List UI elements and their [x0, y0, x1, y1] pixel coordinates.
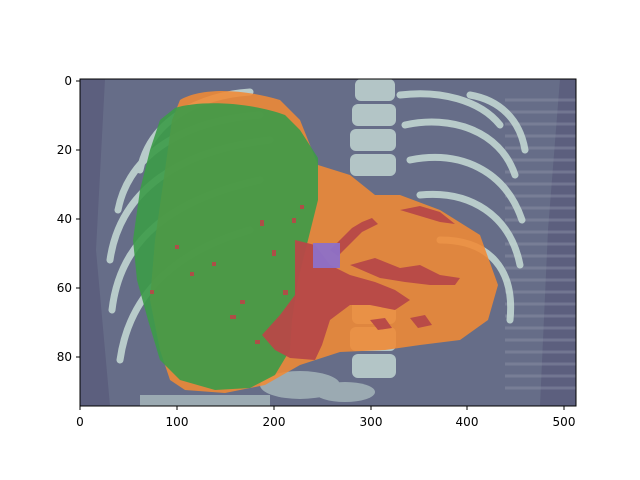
- y-tick-label: 60: [57, 281, 72, 295]
- y-tick-label: 0: [64, 74, 72, 88]
- x-axis: [79, 406, 565, 410]
- x-tick-label: 400: [456, 415, 479, 429]
- red-speckles: [150, 205, 304, 344]
- y-tick-label: 40: [57, 212, 72, 226]
- purple-region: [313, 243, 340, 268]
- x-tick-label: 500: [553, 415, 576, 429]
- y-tick-labels: 0 20 40 60 80: [57, 74, 72, 364]
- red-region: [262, 206, 460, 360]
- x-tick-label: 200: [263, 415, 286, 429]
- segmentation-overlay: [133, 91, 498, 393]
- y-tick-label: 80: [57, 350, 72, 364]
- x-tick-label: 100: [166, 415, 189, 429]
- x-tick-labels: 0 100 200 300 400 500: [76, 415, 575, 429]
- lower-structures: [140, 371, 375, 406]
- x-tick-label: 0: [76, 415, 84, 429]
- x-tick-label: 300: [360, 415, 383, 429]
- y-axis: [76, 80, 80, 358]
- plot-frame: [79, 78, 577, 407]
- y-tick-label: 20: [57, 143, 72, 157]
- green-region: [133, 103, 318, 391]
